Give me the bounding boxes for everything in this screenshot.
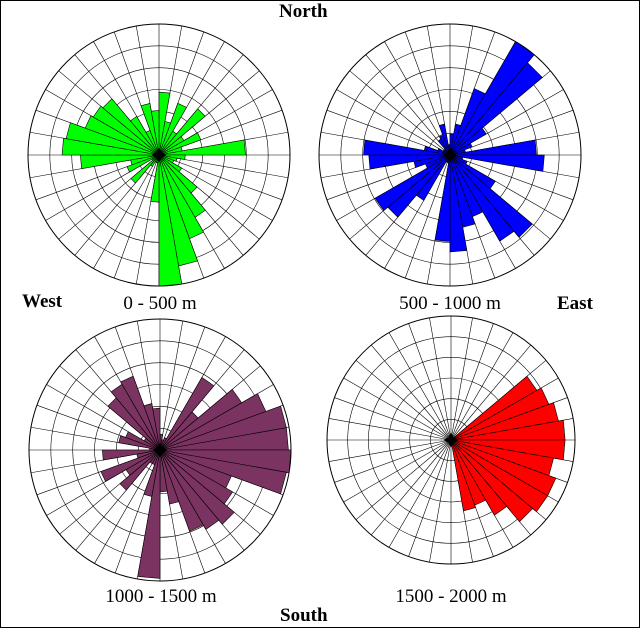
petal <box>158 154 183 287</box>
grid-ring <box>326 315 576 565</box>
petal <box>158 108 206 156</box>
label-north: North <box>279 1 328 22</box>
petal <box>158 139 246 156</box>
petal <box>102 449 161 461</box>
grid-ring <box>340 45 560 265</box>
petal <box>374 154 451 212</box>
petal <box>449 154 545 172</box>
petal <box>100 449 161 482</box>
petal <box>150 110 160 156</box>
petal <box>450 439 476 512</box>
center-marker <box>443 432 459 448</box>
petal <box>449 41 535 156</box>
rose-4 <box>326 315 576 565</box>
label-west: West <box>22 291 63 312</box>
petal <box>152 407 161 451</box>
petal <box>434 154 451 242</box>
caption-1500-2000: 1500 - 2000 m <box>395 586 507 607</box>
center-marker <box>151 147 167 163</box>
rose-2 <box>318 23 582 287</box>
label-east: East <box>557 293 593 314</box>
label-south: South <box>280 605 328 626</box>
grid-ring <box>318 23 582 287</box>
petal <box>438 123 451 156</box>
caption-1000-1500: 1000 - 1500 m <box>105 586 217 607</box>
rose-1 <box>27 23 291 287</box>
petal <box>150 154 160 203</box>
caption-0-500: 0 - 500 m <box>123 293 197 314</box>
center-marker <box>442 147 458 163</box>
petal <box>130 154 160 184</box>
rose-3 <box>28 318 292 582</box>
caption-500-1000: 500 - 1000 m <box>399 293 501 314</box>
center-marker <box>152 442 168 458</box>
petal <box>449 62 543 156</box>
